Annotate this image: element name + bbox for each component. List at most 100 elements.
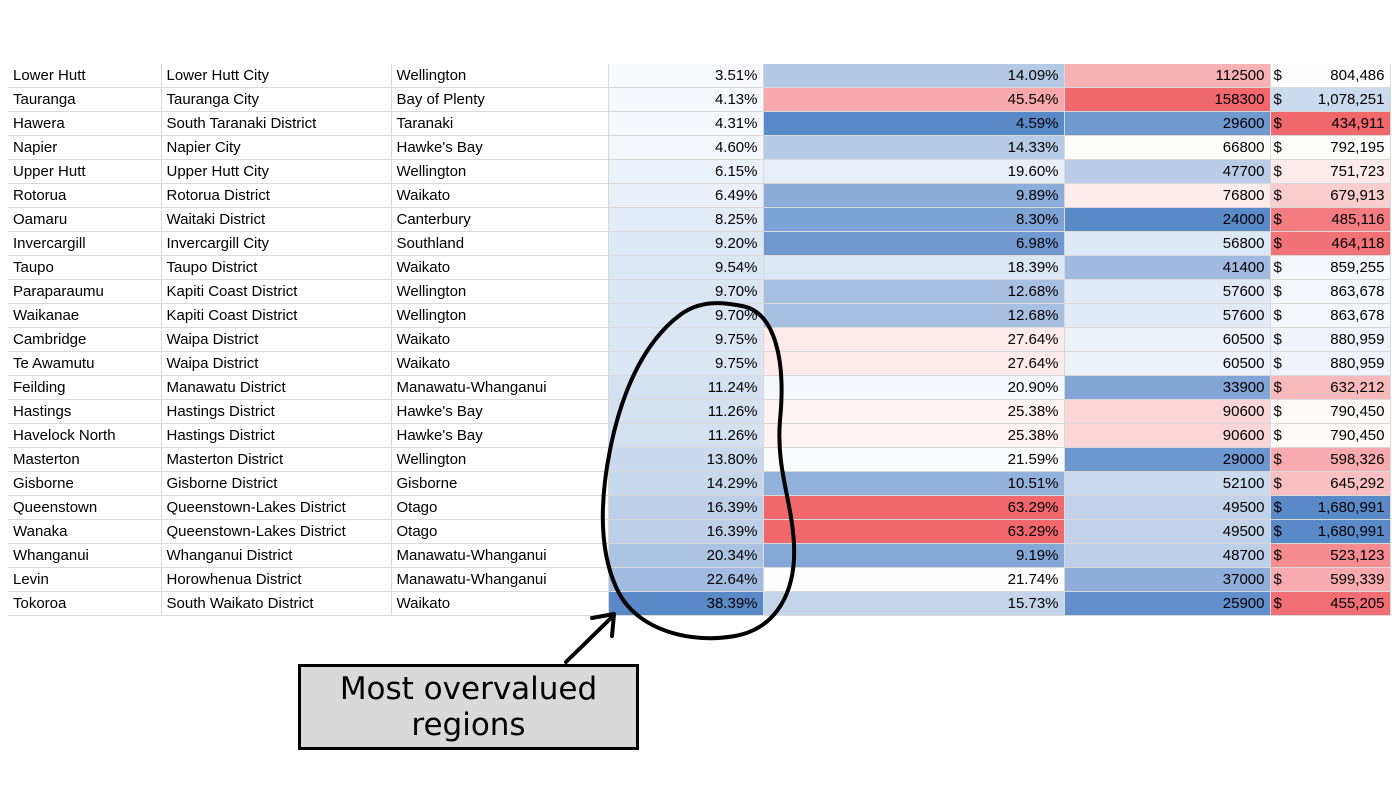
cell-pct-b[interactable]: 19.60% <box>763 159 1065 185</box>
cell-council[interactable]: Rotorua District <box>161 183 392 209</box>
cell-region[interactable]: Otago <box>391 495 609 521</box>
cell-town[interactable]: Invercargill <box>8 231 162 257</box>
cell-currency-symbol[interactable]: $ <box>1270 399 1290 425</box>
cell-count[interactable]: 57600 <box>1064 279 1271 305</box>
cell-price[interactable]: 804,486 <box>1290 64 1391 89</box>
cell-currency-symbol[interactable]: $ <box>1270 207 1290 233</box>
cell-town[interactable]: Queenstown <box>8 495 162 521</box>
cell-currency-symbol[interactable]: $ <box>1270 375 1290 401</box>
cell-count[interactable]: 37000 <box>1064 567 1271 593</box>
cell-count[interactable]: 25900 <box>1064 591 1271 617</box>
cell-pct-b[interactable]: 25.38% <box>763 399 1065 425</box>
cell-pct-b[interactable]: 27.64% <box>763 351 1065 377</box>
cell-pct-b[interactable]: 9.89% <box>763 183 1065 209</box>
cell-currency-symbol[interactable]: $ <box>1270 591 1290 617</box>
cell-region[interactable]: Waikato <box>391 327 609 353</box>
cell-pct-b[interactable]: 15.73% <box>763 591 1065 617</box>
cell-pct-b[interactable]: 21.74% <box>763 567 1065 593</box>
cell-council[interactable]: South Waikato District <box>161 591 392 617</box>
cell-currency-symbol[interactable]: $ <box>1270 327 1290 353</box>
cell-council[interactable]: Invercargill City <box>161 231 392 257</box>
cell-town[interactable]: Te Awamutu <box>8 351 162 377</box>
cell-town[interactable]: Hawera <box>8 111 162 137</box>
cell-currency-symbol[interactable]: $ <box>1270 87 1290 113</box>
cell-pct-a[interactable]: 14.29% <box>608 471 764 497</box>
cell-council[interactable]: Manawatu District <box>161 375 392 401</box>
cell-town[interactable]: Masterton <box>8 447 162 473</box>
cell-price[interactable]: 599,339 <box>1290 567 1391 593</box>
cell-region[interactable]: Hawke's Bay <box>391 399 609 425</box>
cell-price[interactable]: 863,678 <box>1290 279 1391 305</box>
cell-price[interactable]: 880,959 <box>1290 327 1391 353</box>
cell-town[interactable]: Rotorua <box>8 183 162 209</box>
cell-currency-symbol[interactable]: $ <box>1270 519 1290 545</box>
cell-town[interactable]: Levin <box>8 567 162 593</box>
cell-pct-a[interactable]: 13.80% <box>608 447 764 473</box>
cell-price[interactable]: 632,212 <box>1290 375 1391 401</box>
cell-price[interactable]: 598,326 <box>1290 447 1391 473</box>
cell-region[interactable]: Hawke's Bay <box>391 423 609 449</box>
cell-pct-b[interactable]: 12.68% <box>763 279 1065 305</box>
cell-pct-b[interactable]: 25.38% <box>763 423 1065 449</box>
cell-price[interactable]: 880,959 <box>1290 351 1391 377</box>
cell-pct-a[interactable]: 3.51% <box>608 64 764 89</box>
cell-count[interactable]: 29600 <box>1064 111 1271 137</box>
cell-pct-a[interactable]: 6.49% <box>608 183 764 209</box>
cell-region[interactable]: Southland <box>391 231 609 257</box>
cell-region[interactable]: Wellington <box>391 447 609 473</box>
cell-town[interactable]: Upper Hutt <box>8 159 162 185</box>
cell-price[interactable]: 1,680,991 <box>1290 519 1391 545</box>
cell-town[interactable]: Gisborne <box>8 471 162 497</box>
cell-currency-symbol[interactable]: $ <box>1270 471 1290 497</box>
cell-price[interactable]: 859,255 <box>1290 255 1391 281</box>
cell-town[interactable]: Feilding <box>8 375 162 401</box>
cell-pct-b[interactable]: 63.29% <box>763 519 1065 545</box>
cell-count[interactable]: 49500 <box>1064 495 1271 521</box>
cell-currency-symbol[interactable]: $ <box>1270 279 1290 305</box>
cell-price[interactable]: 863,678 <box>1290 303 1391 329</box>
cell-town[interactable]: Wanaka <box>8 519 162 545</box>
cell-count[interactable]: 158300 <box>1064 87 1271 113</box>
cell-price[interactable]: 485,116 <box>1290 207 1391 233</box>
cell-council[interactable]: Waipa District <box>161 327 392 353</box>
cell-council[interactable]: Napier City <box>161 135 392 161</box>
cell-pct-a[interactable]: 9.75% <box>608 351 764 377</box>
cell-town[interactable]: Oamaru <box>8 207 162 233</box>
cell-pct-b[interactable]: 10.51% <box>763 471 1065 497</box>
cell-pct-b[interactable]: 6.98% <box>763 231 1065 257</box>
cell-region[interactable]: Hawke's Bay <box>391 135 609 161</box>
cell-council[interactable]: Waitaki District <box>161 207 392 233</box>
cell-council[interactable]: Queenstown-Lakes District <box>161 519 392 545</box>
cell-town[interactable]: Havelock North <box>8 423 162 449</box>
cell-price[interactable]: 679,913 <box>1290 183 1391 209</box>
cell-town[interactable]: Tokoroa <box>8 591 162 617</box>
cell-currency-symbol[interactable]: $ <box>1270 447 1290 473</box>
cell-region[interactable]: Gisborne <box>391 471 609 497</box>
cell-pct-b[interactable]: 63.29% <box>763 495 1065 521</box>
cell-region[interactable]: Wellington <box>391 279 609 305</box>
cell-council[interactable]: Lower Hutt City <box>161 64 392 89</box>
cell-pct-a[interactable]: 8.25% <box>608 207 764 233</box>
cell-region[interactable]: Manawatu-Whanganui <box>391 543 609 569</box>
cell-council[interactable]: Upper Hutt City <box>161 159 392 185</box>
cell-region[interactable]: Manawatu-Whanganui <box>391 375 609 401</box>
cell-price[interactable]: 464,118 <box>1290 231 1391 257</box>
cell-council[interactable]: Waipa District <box>161 351 392 377</box>
cell-region[interactable]: Waikato <box>391 183 609 209</box>
cell-town[interactable]: Lower Hutt <box>8 64 162 89</box>
cell-council[interactable]: Kapiti Coast District <box>161 303 392 329</box>
cell-town[interactable]: Tauranga <box>8 87 162 113</box>
cell-count[interactable]: 41400 <box>1064 255 1271 281</box>
cell-region[interactable]: Waikato <box>391 591 609 617</box>
cell-count[interactable]: 60500 <box>1064 351 1271 377</box>
cell-price[interactable]: 1,680,991 <box>1290 495 1391 521</box>
cell-pct-a[interactable]: 4.13% <box>608 87 764 113</box>
cell-town[interactable]: Paraparaumu <box>8 279 162 305</box>
cell-region[interactable]: Waikato <box>391 351 609 377</box>
cell-currency-symbol[interactable]: $ <box>1270 543 1290 569</box>
cell-council[interactable]: Tauranga City <box>161 87 392 113</box>
cell-council[interactable]: South Taranaki District <box>161 111 392 137</box>
cell-council[interactable]: Hastings District <box>161 423 392 449</box>
cell-pct-a[interactable]: 20.34% <box>608 543 764 569</box>
cell-pct-b[interactable]: 14.33% <box>763 135 1065 161</box>
